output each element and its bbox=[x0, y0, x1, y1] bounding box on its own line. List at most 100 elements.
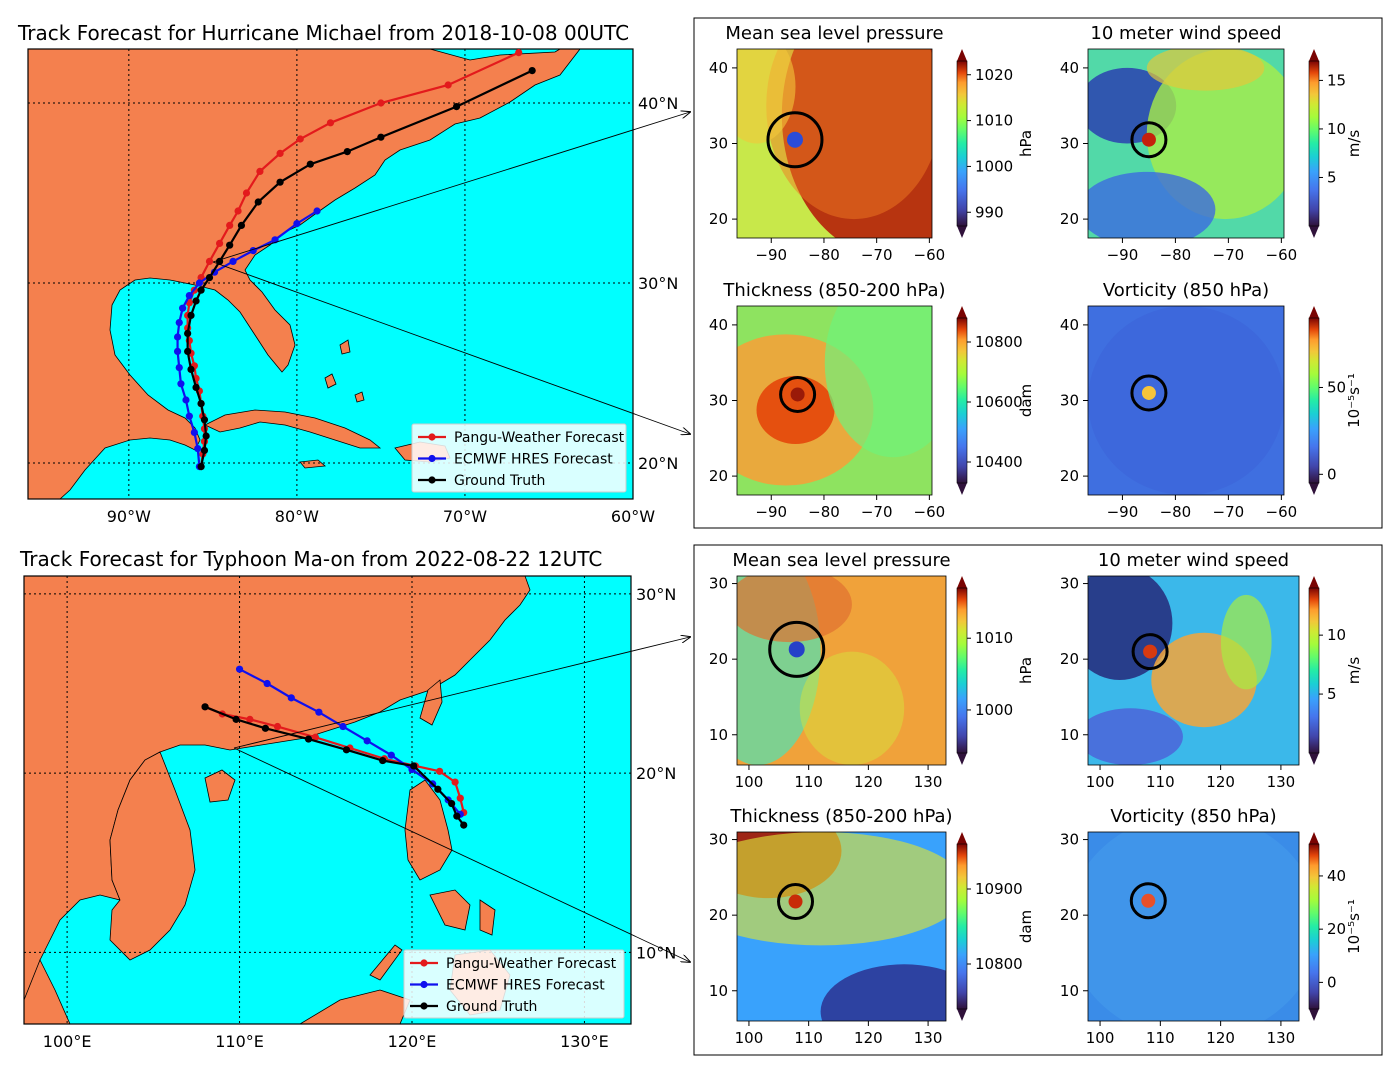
colorbar-label: m/s bbox=[1345, 657, 1363, 685]
colorbar-extend-min bbox=[957, 483, 967, 495]
heatmap-region bbox=[1220, 594, 1272, 690]
colorbar-tick-label: 5 bbox=[1327, 168, 1337, 186]
track-lines bbox=[201, 665, 468, 829]
track-point bbox=[254, 198, 262, 206]
colorbar-tick-label: 990 bbox=[975, 203, 1004, 221]
colorbar-extend-max bbox=[957, 306, 967, 318]
colorbar-tick-label: 1000 bbox=[975, 157, 1013, 175]
colorbar-tick-label: 10900 bbox=[975, 880, 1023, 898]
landmass-china bbox=[24, 576, 531, 1001]
track-point bbox=[242, 189, 251, 197]
arrow-to-bottom-panels bbox=[212, 261, 690, 434]
storm-circle bbox=[766, 111, 824, 169]
storm-core bbox=[1143, 644, 1158, 659]
y-tick-label: 40 bbox=[709, 59, 728, 77]
x-tick-label: −70 bbox=[1213, 503, 1245, 521]
x-tick-label: 110 bbox=[1146, 1029, 1175, 1047]
colorbar-tick-label: 15 bbox=[1327, 71, 1346, 89]
track-point bbox=[452, 103, 461, 111]
track-point bbox=[363, 737, 371, 745]
track-point bbox=[273, 722, 282, 731]
track-point bbox=[234, 207, 242, 215]
map-frame bbox=[27, 48, 634, 500]
colorbar-tick-label: 5 bbox=[1327, 685, 1337, 703]
x-tick-label: −60 bbox=[1266, 246, 1298, 264]
storm-core bbox=[1141, 893, 1156, 908]
colorbar-tick-label: 1010 bbox=[975, 629, 1013, 647]
x-tick-label: 120 bbox=[1206, 1029, 1235, 1047]
storm-core bbox=[790, 387, 805, 402]
colorbar-label: m/s bbox=[1345, 130, 1363, 158]
legend-label: ECMWF HRES Forecast bbox=[446, 978, 605, 994]
track-point bbox=[177, 380, 185, 388]
lon-tick-labels: 90°W 80°W 70°W 60°W bbox=[107, 507, 656, 526]
track-truth bbox=[184, 67, 536, 471]
panel-title: Mean sea level pressure bbox=[732, 550, 950, 571]
track-point bbox=[215, 239, 224, 247]
x-tick-label: −70 bbox=[1213, 246, 1245, 264]
colorbar-gradient bbox=[957, 588, 967, 753]
colorbar-tick-label: 40 bbox=[1327, 867, 1346, 885]
colorbar: 10 5 m/s bbox=[1308, 576, 1363, 765]
landmass-palawan bbox=[369, 944, 403, 981]
heatmap-background bbox=[1088, 832, 1299, 1021]
track-point bbox=[306, 160, 314, 168]
track-point bbox=[451, 778, 459, 786]
track-point bbox=[200, 446, 209, 454]
track-point bbox=[229, 257, 237, 265]
y-tick-label: 20 bbox=[1060, 650, 1079, 668]
field-panel: 10 meter wind speed−90 −80 −70 −60403020151… bbox=[1060, 23, 1363, 264]
map-frame bbox=[23, 575, 632, 1025]
landmass-jamaica bbox=[299, 459, 326, 469]
colorbar-extend-max bbox=[1309, 832, 1319, 844]
track-point bbox=[276, 149, 284, 157]
colorbar-extend-min bbox=[1309, 226, 1319, 238]
track-point bbox=[197, 286, 205, 294]
colorbar-tick-label: 10 bbox=[1327, 626, 1346, 644]
panel-frame bbox=[1087, 831, 1300, 1022]
track-point bbox=[377, 133, 385, 141]
field-panel: 10 meter wind speed 100 110 120 130 30 20 10 10 5… bbox=[1060, 550, 1363, 791]
track-point bbox=[515, 49, 523, 57]
track-point bbox=[528, 67, 536, 75]
x-tick-label: −60 bbox=[1266, 503, 1298, 521]
track-point bbox=[326, 119, 335, 127]
landmass-taiwan bbox=[419, 679, 443, 726]
colorbar-tick-label: 1020 bbox=[975, 66, 1013, 84]
panel-title: Vorticity (850 hPa) bbox=[1110, 806, 1276, 827]
track-point bbox=[235, 665, 244, 673]
track-point bbox=[287, 694, 295, 702]
track-point bbox=[261, 724, 270, 732]
track-point bbox=[179, 304, 187, 312]
track-lines bbox=[173, 49, 536, 471]
colorbar-tick-label: 0 bbox=[1327, 465, 1337, 483]
heatmap-region bbox=[1088, 832, 1299, 1021]
heatmap-region bbox=[820, 964, 946, 1021]
colorbar: 15 10 5 m/s bbox=[1308, 49, 1363, 238]
colorbar-gradient bbox=[1309, 844, 1319, 1009]
track-point bbox=[453, 812, 461, 820]
colorbar-gradient bbox=[1309, 588, 1319, 753]
colorbar-label: dam bbox=[1017, 910, 1035, 943]
heatmap-region bbox=[737, 832, 946, 946]
track-point bbox=[296, 135, 304, 143]
track-point bbox=[232, 715, 240, 723]
track-point bbox=[315, 708, 323, 716]
panel-title: 10 meter wind speed bbox=[1090, 23, 1281, 44]
colorbar-label: 10⁻⁵s⁻¹ bbox=[1345, 373, 1363, 428]
y-tick-label: 20 bbox=[709, 906, 728, 924]
storm-core bbox=[786, 131, 803, 148]
field-panel: Thickness (850-200 hPa) 100 110 120 130 30 20 1… bbox=[709, 806, 1035, 1047]
y-tick-label: 30 bbox=[1060, 575, 1079, 593]
x-tick-label: −90 bbox=[1107, 246, 1139, 264]
field-panel: Mean sea level pressure 100 110 120 130 30 20 1… bbox=[709, 550, 1035, 791]
colorbar-frame bbox=[1308, 317, 1320, 484]
colorbar: 10900 10800 dam bbox=[956, 832, 1035, 1021]
track-point bbox=[192, 383, 200, 391]
colorbar: 1020 1010 1000 990 hPa bbox=[956, 49, 1035, 238]
fields-frame-maon bbox=[693, 544, 1383, 1056]
heatmap-region bbox=[766, 49, 932, 220]
colorbar-label: hPa bbox=[1017, 657, 1035, 684]
y-tick-label: 20 bbox=[709, 210, 728, 228]
colorbar-frame bbox=[956, 60, 968, 227]
